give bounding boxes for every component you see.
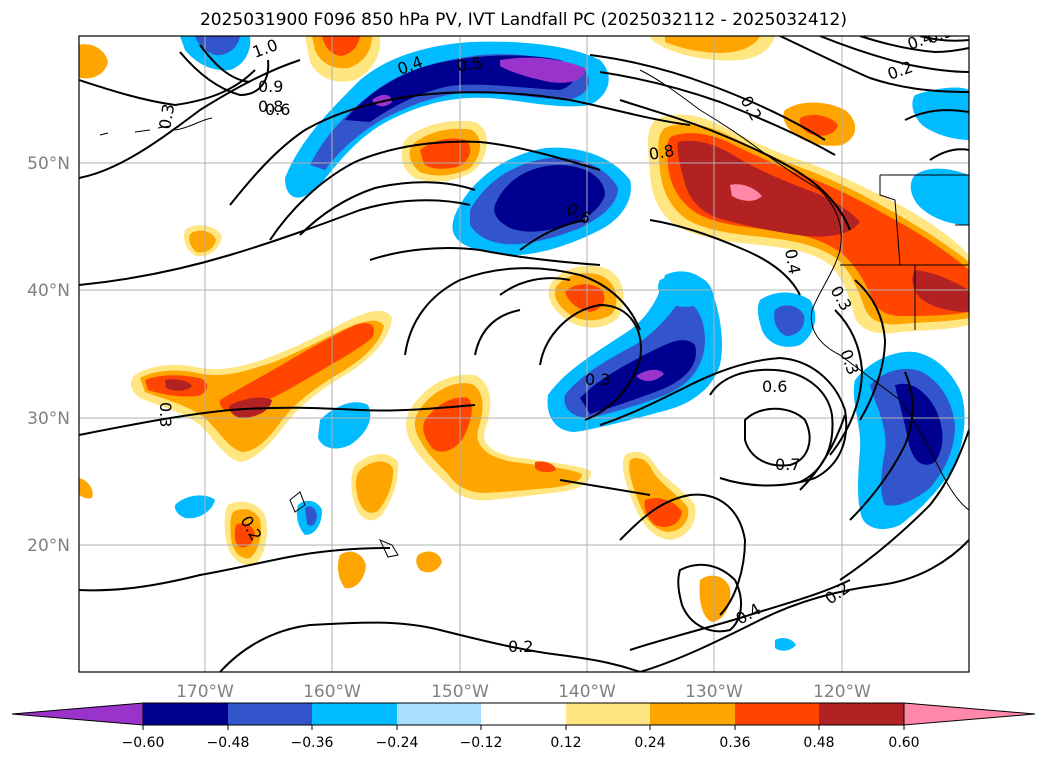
colorbar-bin (735, 703, 819, 725)
contour-label: 0.5 (455, 53, 483, 76)
lat-tick-label: 50°N (27, 154, 70, 174)
lon-tick-label: 130°W (685, 682, 743, 702)
lon-tick-label: 120°W (813, 682, 871, 702)
colorbar-tick-label: 0.60 (888, 735, 919, 751)
contour-label: 0.3 (156, 402, 175, 427)
contour-label: 0.4 (781, 247, 804, 275)
neg-feature-ne (912, 87, 969, 140)
lat-tick-label: 40°N (27, 281, 70, 301)
lon-tick-label: 140°W (558, 682, 616, 702)
contour-label: 0.2 (508, 637, 533, 656)
contour-label: 0.7 (775, 455, 800, 474)
lon-tick-label: 150°W (431, 682, 489, 702)
contour-label: 0.8 (258, 97, 283, 116)
colorbar-bin (143, 703, 228, 725)
pv-contours (79, 36, 969, 672)
contour-label: 0.8 (647, 141, 675, 164)
lat-tick-labels: 50°N 40°N 30°N 20°N (27, 154, 70, 556)
colorbar-tick-label: −0.36 (291, 735, 334, 751)
colorbar-tick-label: 0.12 (550, 735, 581, 751)
colorbar-extend-low (11, 702, 144, 726)
colorbar-tick-label: 0.36 (719, 735, 750, 751)
lat-tick-label: 20°N (27, 536, 70, 556)
figure-title: 2025031900 F096 850 hPa PV, IVT Landfall… (199, 10, 847, 30)
colorbar-bin (481, 703, 566, 725)
colorbar-tick-label: 0.24 (634, 735, 665, 751)
lat-tick-label: 30°N (27, 409, 70, 429)
colorbar-tick-label: −0.48 (207, 735, 250, 751)
colorbar-extend-high (903, 702, 1036, 726)
lon-tick-label: 160°W (303, 682, 361, 702)
colorbar-bin (397, 703, 481, 725)
colorbar-bin (228, 703, 312, 725)
lon-tick-labels: 170°W 160°W 150°W 140°W 130°W 120°W (176, 682, 871, 702)
contour-label: 0.6 (762, 377, 787, 396)
colorbar-tick-label: −0.12 (460, 735, 503, 751)
contour-label: 0.6 (265, 100, 290, 119)
colorbar-bin (312, 703, 397, 725)
colorbar-bin (650, 703, 735, 725)
pv-shading (79, 36, 969, 651)
contour-label: 0.5 (925, 21, 955, 48)
colorbar-tick-label: −0.60 (122, 735, 165, 751)
contour-label: 0.9 (258, 77, 283, 96)
lon-tick-label: 170°W (176, 682, 234, 702)
colorbar-tick-label: −0.24 (376, 735, 419, 751)
colorbar-bin (566, 703, 650, 725)
map-frame (78, 35, 970, 673)
gridlines (79, 36, 969, 672)
colorbar: −0.60 −0.48 −0.36 −0.24 −0.12 0.12 0.24 … (11, 702, 1036, 751)
colorbar-tick-label: 0.48 (803, 735, 834, 751)
coastlines (99, 69, 969, 558)
contour-label: 0.3 (585, 370, 610, 389)
colorbar-bin (819, 703, 904, 725)
contour-label: 0.3 (155, 102, 178, 130)
neg-feature-west (318, 402, 371, 449)
map-content: 1.0 0.9 0.8 0.6 0.4 0.5 0.3 0.2 0.8 0.6 … (79, 21, 969, 672)
